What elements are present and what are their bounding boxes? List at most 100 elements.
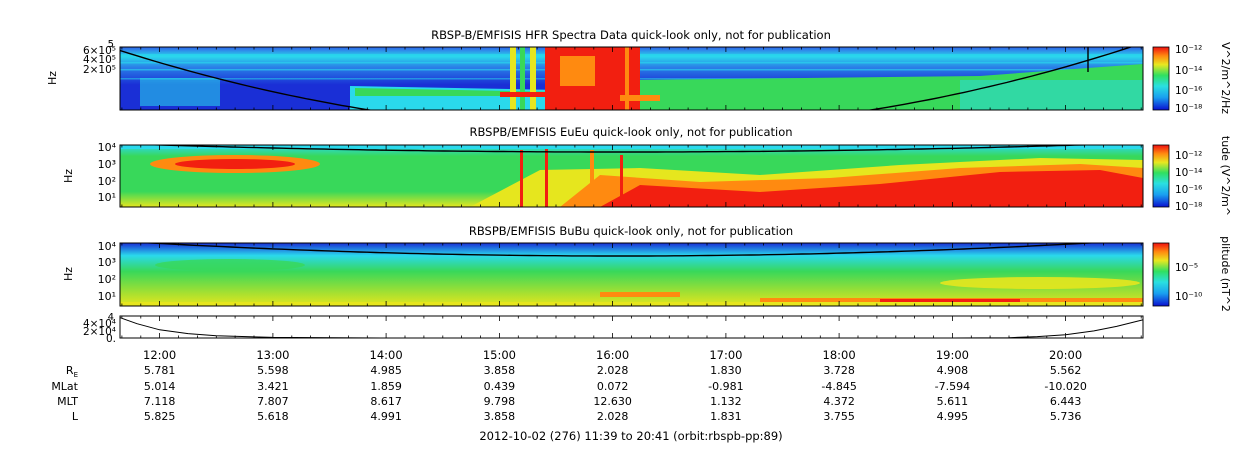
y-tick-label: 2×10⁵	[83, 64, 116, 76]
ephemeris-value: 3.421	[257, 380, 289, 393]
ephemeris-value: 12.630	[593, 395, 632, 408]
ephemeris-value: 0.439	[484, 380, 516, 393]
time-tick-label: 13:00	[256, 348, 289, 362]
spectrogram-bubu	[120, 243, 1143, 306]
panel-title: RBSPB/EMFISIS BuBu quick-look only, not …	[469, 224, 793, 238]
y-tick-label: 5	[108, 39, 114, 50]
colorbar	[1152, 46, 1170, 111]
y-axis-label: Hz	[46, 71, 59, 85]
time-tick-label: 12:00	[143, 348, 176, 362]
y-tick-label: 10²	[98, 273, 116, 286]
ephemeris-value: -4.845	[821, 380, 856, 393]
time-tick-label: 14:00	[370, 348, 403, 362]
ephemeris-value: 5.825	[144, 410, 176, 423]
ephemeris-labels: RE MLat MLT L	[51, 364, 79, 423]
y-tick-label: 10³	[98, 158, 116, 171]
ephemeris-value: 4.372	[823, 395, 855, 408]
time-tick-label: 18:00	[823, 348, 856, 362]
colorbar-tick-label: 10⁻¹²	[1175, 44, 1202, 56]
ephemeris-value: 3.858	[484, 364, 516, 377]
y-tick-label: 4×10⁵	[83, 54, 116, 66]
ephemeris-label-mlt: MLT	[57, 395, 78, 408]
y-tick-label: 10⁴	[98, 141, 117, 154]
y-tick-label: 4×10⁴	[83, 318, 116, 330]
plot-frame	[119, 315, 1144, 339]
colorbar-label: V^2/m^2/Hz	[1219, 42, 1232, 114]
ephemeris-value: 5.014	[144, 380, 176, 393]
ephemeris-value: 7.118	[144, 395, 176, 408]
ephemeris-value: 2.028	[597, 410, 629, 423]
ephemeris-value: -0.981	[708, 380, 743, 393]
orbit-line	[120, 317, 1143, 338]
colorbar-tick-label: 10⁻¹⁰	[1175, 291, 1202, 303]
time-tick-label: 19:00	[936, 348, 969, 362]
fce-trace-hfr	[120, 47, 1134, 110]
ephemeris-value: 5.562	[1050, 364, 1082, 377]
ephemeris-value: 1.132	[710, 395, 742, 408]
ephemeris-label-mlat: MLat	[51, 380, 78, 393]
ephemeris-value: 2.028	[597, 364, 629, 377]
panel-title: RBSP-B/EMFISIS HFR Spectra Data quick-lo…	[431, 28, 831, 42]
ticks-layer	[121, 47, 1142, 338]
y-axis-label: Hz	[62, 169, 75, 183]
time-tick-label: 17:00	[709, 348, 742, 362]
colorbar-tick-label: 10⁻¹²	[1175, 150, 1202, 162]
ephemeris-value: 4.991	[370, 410, 402, 423]
ephemeris-value: 7.807	[257, 395, 289, 408]
ephemeris-value: -7.594	[935, 380, 970, 393]
colorbar-tick-label: 10⁻¹⁸	[1175, 201, 1202, 213]
time-tick-label: 16:00	[596, 348, 629, 362]
time-range-footer: 2012-10-02 (276) 11:39 to 20:41 (orbit:r…	[479, 429, 782, 443]
y-tick-label: 10⁴	[98, 240, 117, 253]
y-tick-label: 10¹	[98, 191, 116, 204]
colorbar-tick-label: 10⁻¹⁶	[1175, 85, 1202, 97]
ephemeris-value: 4.908	[937, 364, 969, 377]
ephemeris-value: 5.736	[1050, 410, 1082, 423]
ephemeris-value: 4.985	[370, 364, 402, 377]
ephemeris-value: 3.728	[823, 364, 855, 377]
ephemeris-label-re: RE	[66, 364, 78, 379]
y-tick-label: 10³	[98, 256, 116, 269]
fce-trace-bubu	[138, 243, 1101, 257]
panel-title: RBSPB/EMFISIS EuEu quick-look only, not …	[469, 125, 792, 139]
colorbar-tick-label: 10⁻¹⁴	[1175, 167, 1202, 179]
colorbar-tick-label: 10⁻¹⁸	[1175, 103, 1202, 115]
y-tick-label: 0.	[106, 333, 116, 345]
ephemeris-value: 6.443	[1050, 395, 1082, 408]
colorbar-tick-label: 10⁻¹⁶	[1175, 184, 1202, 196]
y-tick-label: 6×10⁵	[83, 45, 116, 57]
y-tick-label: 4	[108, 312, 114, 323]
ephemeris-value: 5.618	[257, 410, 289, 423]
colorbar	[1152, 242, 1170, 307]
ephemeris-values: 5.781 5.598 4.985 3.858 2.028 1.830 3.728 4.908…	[144, 364, 1087, 423]
time-tick-label: 20:00	[1049, 348, 1082, 362]
colorbar-label: tude (V^2/m^	[1219, 136, 1232, 216]
spectrogram-eueu	[120, 145, 1143, 207]
ephemeris-value: -10.020	[1044, 380, 1086, 393]
time-tick-label: 15:00	[483, 348, 516, 362]
colorbar	[1152, 144, 1170, 208]
y-axis-label: Hz	[62, 267, 75, 281]
ephemeris-value: 1.831	[710, 410, 742, 423]
colorbar-label: plitude (nT^2	[1219, 236, 1232, 312]
ephemeris-value: 8.617	[370, 395, 402, 408]
colorbar-tick-label: 10⁻⁵	[1175, 262, 1198, 274]
ephemeris-value: 3.858	[484, 410, 516, 423]
time-axis: 12:00 13:00 14:00 15:00 16:00 17:00 18:00 19:00…	[143, 348, 1082, 362]
ephemeris-value: 3.755	[823, 410, 855, 423]
ephemeris-value: 9.798	[484, 395, 516, 408]
ephemeris-label-l: L	[72, 410, 79, 423]
fce-trace-eueu	[139, 145, 1101, 153]
y-tick-label: 2×10⁴	[83, 326, 116, 338]
ephemeris-value: 5.781	[144, 364, 176, 377]
colorbar-tick-label: 10⁻¹⁴	[1175, 65, 1202, 77]
ephemeris-value: 4.995	[937, 410, 969, 423]
ephemeris-value: 1.830	[710, 364, 742, 377]
y-tick-label: 10¹	[98, 290, 116, 303]
curves-layer	[120, 47, 1143, 338]
spectrogram-hfr	[120, 47, 1143, 110]
y-tick-label: 10²	[98, 175, 116, 188]
ephemeris-value: 5.598	[257, 364, 289, 377]
ephemeris-value: 5.611	[937, 395, 969, 408]
